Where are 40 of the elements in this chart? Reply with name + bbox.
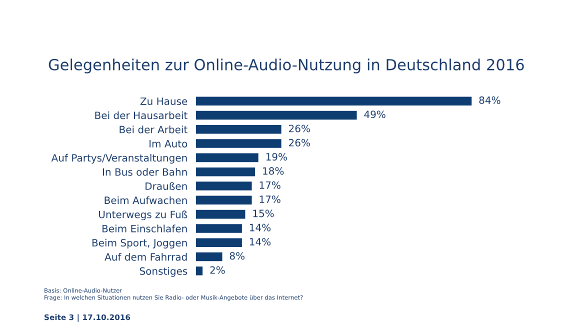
bar	[196, 110, 357, 120]
bar	[196, 139, 282, 148]
bar	[196, 210, 246, 219]
data-label: 19%	[266, 153, 287, 161]
bar	[196, 153, 258, 162]
data-label: 15%	[253, 210, 274, 218]
data-label: 14%	[250, 224, 271, 232]
bar	[196, 252, 222, 262]
data-label: 18%	[263, 167, 284, 175]
data-label: 26%	[288, 138, 310, 146]
bar	[196, 266, 203, 276]
bar	[196, 182, 252, 190]
bar	[196, 167, 256, 176]
y-tick-label: Beim Sport, Joggen	[92, 238, 187, 248]
y-tick-label: Bei der Arbeit	[120, 126, 188, 134]
y-tick-label: Unterwegs zu Fuß	[99, 210, 188, 220]
y-tick-label: Im Auto	[150, 140, 188, 148]
y-tick-label: Auf Partys/Veranstaltungen	[51, 154, 187, 164]
bar	[196, 196, 252, 205]
y-tick-label: Bei der Hausarbeit	[95, 111, 188, 120]
chart-title: Gelegenheiten zur Online-Audio-Nutzung in Deutschland 2016	[48, 58, 524, 74]
data-label: 8%	[230, 252, 245, 260]
bar	[196, 238, 242, 248]
y-tick-label: Zu Hause	[140, 98, 188, 106]
bar	[196, 96, 472, 106]
data-label: 17%	[260, 181, 280, 189]
data-label: 49%	[364, 110, 386, 118]
data-label: 17%	[260, 195, 280, 204]
data-label: 2%	[210, 266, 225, 274]
bar	[196, 124, 282, 134]
y-tick-label: Sonstiges	[140, 267, 188, 277]
data-label: 14%	[250, 238, 271, 246]
y-tick-label: Draußen	[146, 182, 187, 190]
data-label: 84%	[479, 96, 500, 104]
data-label: 26%	[288, 124, 310, 132]
bar	[196, 224, 242, 233]
y-tick-label: Beim Aufwachen	[104, 196, 187, 204]
y-tick-label: Auf dem Fahrrad	[104, 252, 187, 261]
y-tick-label: In Bus oder Bahn	[103, 168, 187, 176]
y-tick-label: Beim Einschlafen	[102, 224, 187, 232]
